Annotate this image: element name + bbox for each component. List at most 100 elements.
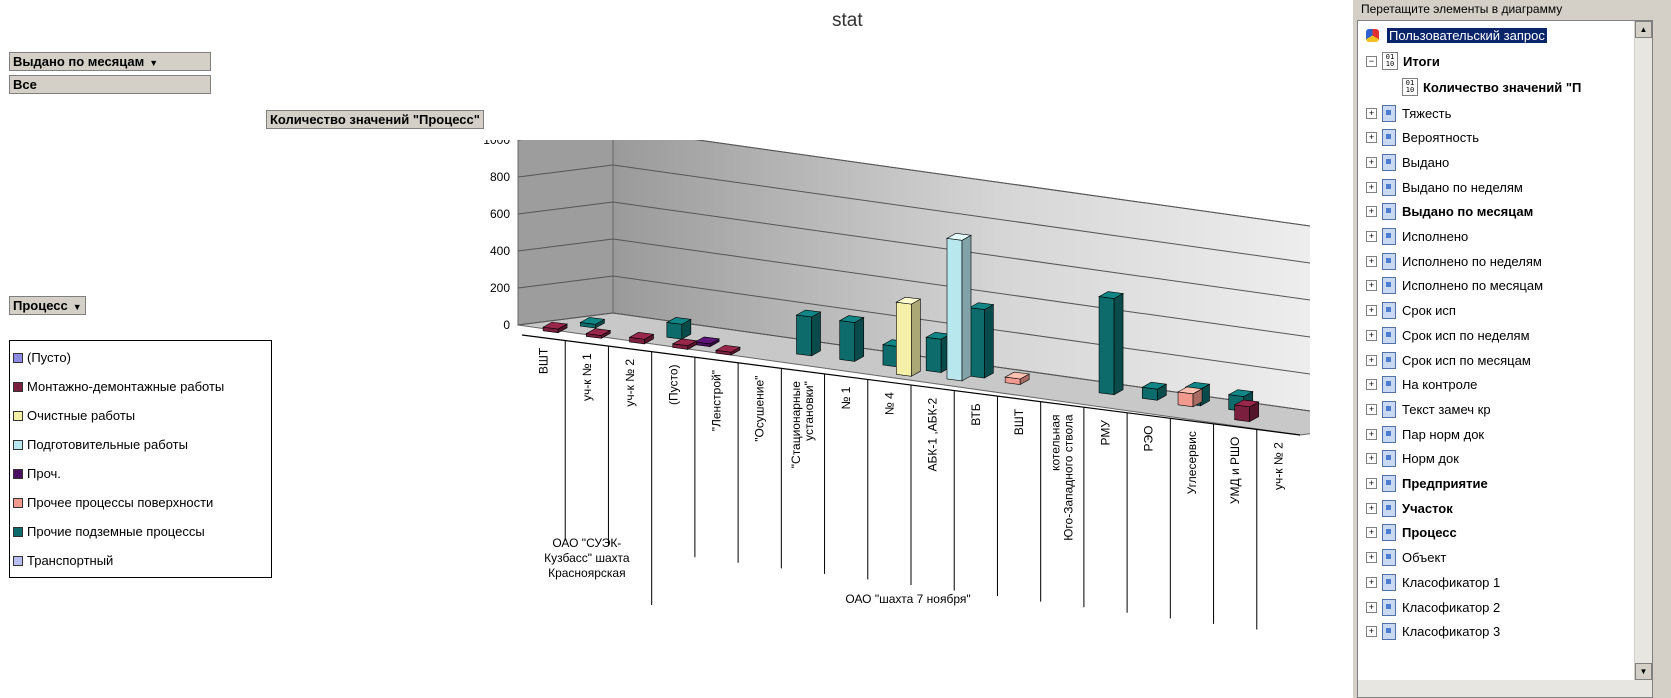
expand-icon[interactable]: +	[1366, 478, 1377, 489]
expand-icon[interactable]: +	[1366, 354, 1377, 366]
tree-item-field[interactable]: + Исполнено по месяцам	[1366, 274, 1543, 298]
tree-item-field[interactable]: + На контроле	[1366, 373, 1477, 397]
tree-item-total-count[interactable]: 01 10 Количество значений "П	[1402, 75, 1581, 99]
page-filter-value[interactable]: Все	[9, 75, 211, 94]
tree-item-label: Выдано по неделям	[1402, 179, 1523, 195]
page-filter-field-label: Выдано по месяцам	[13, 54, 145, 69]
series-field-button[interactable]: Процесс ▼	[9, 296, 86, 315]
expand-icon[interactable]: +	[1366, 280, 1377, 292]
tree-item-field[interactable]: + Участок	[1366, 496, 1453, 520]
expand-icon[interactable]: +	[1366, 379, 1377, 391]
x-tick-label: ВШТ	[1012, 408, 1026, 435]
expand-icon[interactable]: +	[1366, 601, 1377, 613]
bar-side	[854, 317, 865, 362]
expand-icon[interactable]: +	[1366, 305, 1377, 317]
tree-item-field[interactable]: + Класофикатор 2	[1366, 595, 1500, 619]
tree-item-field[interactable]: + Класофикатор 1	[1366, 570, 1500, 594]
tree-item-field[interactable]: + Выдано	[1366, 150, 1449, 174]
legend-item: Проч.	[13, 459, 268, 488]
tree-item-field[interactable]: + Объект	[1366, 546, 1446, 570]
expand-icon[interactable]: +	[1366, 181, 1377, 193]
totals-icon: 01 10	[1402, 78, 1418, 96]
expand-icon[interactable]: +	[1366, 502, 1377, 514]
tree-item-totals[interactable]: − 01 10 Итоги	[1366, 49, 1440, 73]
tree-item-field[interactable]: + Класофикатор 3	[1366, 620, 1500, 644]
expand-icon[interactable]: +	[1366, 329, 1377, 341]
bar-front	[839, 320, 856, 362]
field-icon	[1382, 573, 1396, 591]
expand-icon[interactable]: +	[1366, 206, 1377, 218]
expand-icon[interactable]: +	[1366, 231, 1377, 242]
x-tick-label: РЭО	[1142, 426, 1156, 452]
legend-label: Транспортный	[27, 553, 114, 568]
bar-top	[1098, 291, 1125, 299]
legend-label: Прочее процессы поверхности	[27, 495, 214, 510]
legend-item: Монтажно-демонтажные работы	[13, 372, 268, 401]
bar-front	[1177, 391, 1194, 408]
expand-icon[interactable]: +	[1366, 132, 1377, 144]
expand-icon[interactable]: +	[1366, 527, 1377, 539]
y-tick-label: 0	[503, 318, 510, 332]
tree-item-field[interactable]: + Пар норм док	[1366, 422, 1484, 446]
tree-item-field[interactable]: + Выдано по месяцам	[1366, 200, 1533, 224]
bar-chart-3d: 1000 800 600 400 200 0 ВШТ уч-к № 1 уч-к № 2 (Пус…	[483, 140, 1310, 630]
gridline	[612, 312, 1310, 412]
bar-top	[838, 315, 865, 323]
tree-item-label: Срок исп по месяцам	[1402, 352, 1531, 368]
bar-top	[895, 296, 922, 305]
data-field-button[interactable]: Количество значений "Процесс"	[266, 110, 484, 129]
expand-icon[interactable]: +	[1366, 552, 1377, 564]
bar-front	[1141, 386, 1158, 401]
gridline	[517, 164, 614, 178]
expand-icon[interactable]: +	[1366, 403, 1377, 415]
legend-swatch	[13, 497, 23, 508]
bar-top	[665, 317, 692, 325]
expand-icon[interactable]: +	[1366, 156, 1377, 168]
chart-title: stat	[832, 10, 863, 31]
scroll-down-icon[interactable]: ▼	[1635, 663, 1652, 680]
tree-item-field[interactable]: + Вероятность	[1366, 126, 1479, 150]
page-filter-field-button[interactable]: Выдано по месяцам ▼	[9, 52, 211, 71]
bar-front	[896, 301, 912, 377]
bar-top	[628, 332, 655, 340]
field-icon	[1382, 524, 1396, 542]
tree-item-field[interactable]: + Срок исп по месяцам	[1366, 348, 1531, 372]
field-icon	[1382, 400, 1396, 418]
x-tick-label: уч-к № 1	[580, 353, 594, 401]
tree-item-field[interactable]: + Исполнено по неделям	[1366, 249, 1542, 273]
scroll-up-icon[interactable]: ▲	[1635, 21, 1652, 38]
vertical-scrollbar[interactable]: ▲ ▼	[1634, 21, 1652, 697]
tree-root[interactable]: Пользовательский запрос	[1366, 23, 1547, 47]
field-icon	[1382, 326, 1396, 344]
expand-icon[interactable]: +	[1366, 576, 1377, 588]
expand-icon[interactable]: +	[1366, 107, 1377, 119]
pivot-field-list-panel: Перетащите элементы в диаграмму Пользова…	[1352, 0, 1671, 698]
horizontal-scrollbar[interactable]	[1358, 680, 1636, 697]
field-icon	[1382, 598, 1396, 616]
tree-item-field[interactable]: + Выдано по неделям	[1366, 175, 1523, 199]
collapse-icon[interactable]: −	[1366, 55, 1377, 67]
dropdown-arrow-icon: ▼	[72, 302, 82, 312]
tree-item-field[interactable]: + Норм док	[1366, 447, 1459, 471]
x-tick-label: Углесервис	[1185, 431, 1199, 494]
expand-icon[interactable]: +	[1366, 453, 1377, 465]
tree-item-field[interactable]: + Тяжесть	[1366, 101, 1451, 125]
tree-item-field[interactable]: + Процесс	[1366, 521, 1457, 545]
gridline	[694, 140, 1310, 227]
tree-item-field[interactable]: + Срок исп	[1366, 299, 1456, 323]
tree-item-label: Срок исп	[1402, 303, 1456, 319]
expand-icon[interactable]: +	[1366, 626, 1377, 638]
x-tick-label: АБК-1 ,АБК-2	[926, 397, 940, 471]
tree-item-field[interactable]: + Текст замеч кр	[1366, 397, 1491, 421]
expand-icon[interactable]: +	[1366, 428, 1377, 440]
expand-icon[interactable]: +	[1366, 255, 1377, 267]
bar-front	[796, 314, 812, 357]
tree-item-field[interactable]: + Исполнено	[1366, 225, 1468, 249]
x-tick-label: "Стационарныеустановки"	[789, 381, 816, 468]
tree-item-field[interactable]: + Предприятие	[1366, 472, 1488, 496]
bar-side	[1113, 293, 1124, 396]
tree-item-label: Класофикатор 1	[1402, 574, 1501, 590]
tree-item-field[interactable]: + Срок исп по неделям	[1366, 323, 1530, 347]
x-tick-label: ВШТ	[537, 347, 551, 374]
bar-top	[671, 338, 698, 347]
